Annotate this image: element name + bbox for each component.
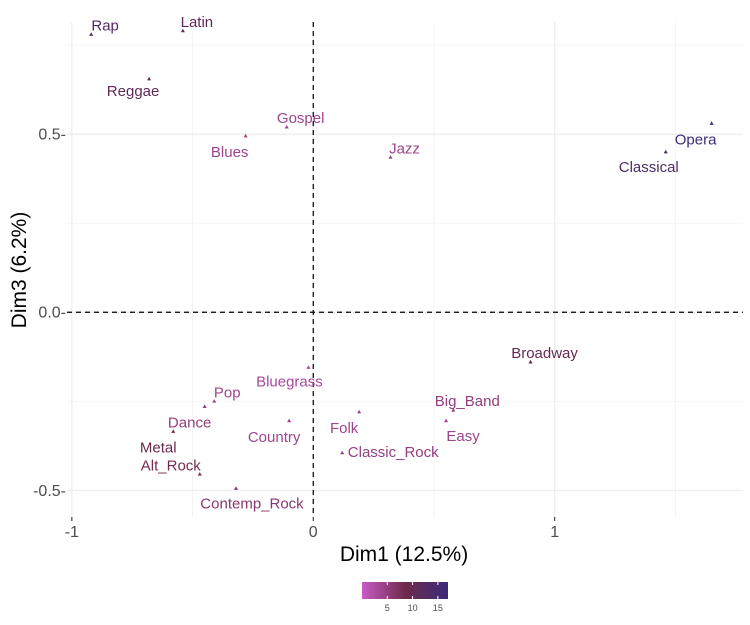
- colorbar: [362, 582, 448, 599]
- data-point-marker: [202, 404, 207, 409]
- data-point-label: Folk: [330, 420, 359, 437]
- y-tick-label: 0.0-: [38, 305, 66, 322]
- data-point-marker: [709, 121, 714, 125]
- data-point-label: Jazz: [389, 140, 420, 157]
- data-point-marker: [171, 429, 176, 433]
- data-point-label: Country: [248, 429, 301, 446]
- data-point-marker: [234, 486, 238, 490]
- data-point-marker: [197, 472, 202, 476]
- legend-tick-label: 15: [433, 603, 443, 613]
- data-points: Rap Latin Reggae Gospel Blues Jazz Opera Classi…: [89, 14, 717, 513]
- y-tick-label: -0.5-: [33, 483, 66, 500]
- x-axis-title: Dim1 (12.5%): [340, 543, 468, 566]
- data-point-label: Big_Band: [435, 393, 500, 410]
- data-point-marker: [340, 450, 345, 455]
- data-point-label: Gospel: [277, 110, 325, 127]
- data-point-label: Bluegrass: [256, 373, 323, 390]
- x-tick-label: -1: [65, 524, 79, 541]
- data-point-marker: [388, 155, 393, 159]
- data-point-label: Reggae: [107, 83, 160, 100]
- data-point-label: Alt_Rock: [141, 457, 202, 474]
- data-point-label: Classical: [619, 159, 679, 176]
- data-point-label: Easy: [446, 428, 480, 445]
- data-point-label: Classic_Rock: [348, 444, 439, 461]
- data-point-marker: [528, 359, 533, 364]
- data-point-label: Broadway: [511, 345, 578, 362]
- data-point-label: Metal: [140, 440, 177, 457]
- data-point-label: Contemp_Rock: [200, 496, 304, 513]
- data-point-marker: [89, 32, 94, 36]
- legend-tick-label: 5: [385, 603, 390, 613]
- data-point-marker: [287, 418, 292, 423]
- data-point-marker: [147, 76, 152, 81]
- data-point-marker: [180, 28, 185, 33]
- data-point-label: Pop: [214, 384, 241, 401]
- data-point-label: Rap: [91, 17, 119, 34]
- data-point-marker: [663, 149, 668, 154]
- data-point-marker: [451, 407, 456, 412]
- x-tick-label: 0: [309, 524, 318, 541]
- data-point-marker: [357, 409, 362, 414]
- data-point-marker: [212, 399, 217, 403]
- data-point-label: Blues: [211, 144, 249, 161]
- data-point-marker: [243, 133, 248, 138]
- data-point-label: Opera: [675, 131, 717, 148]
- legend-tick-label: 10: [408, 603, 418, 613]
- y-axis-title: Dim3 (6.2%): [8, 212, 31, 329]
- data-point-label: Latin: [181, 14, 214, 31]
- axes: Dim1 (12.5%) Dim3 (6.2%) -1 0 1 -0.5- 0.0- 0.…: [8, 127, 559, 566]
- data-point-label: Dance: [168, 415, 211, 432]
- data-point-marker: [284, 124, 289, 129]
- data-point-marker: [444, 418, 449, 423]
- reference-lines: [67, 22, 743, 517]
- y-tick-label: 0.5-: [38, 127, 66, 144]
- x-tick-label: 1: [550, 524, 559, 541]
- data-point-marker: [306, 365, 311, 369]
- color-legend: 5 10 15: [362, 582, 448, 613]
